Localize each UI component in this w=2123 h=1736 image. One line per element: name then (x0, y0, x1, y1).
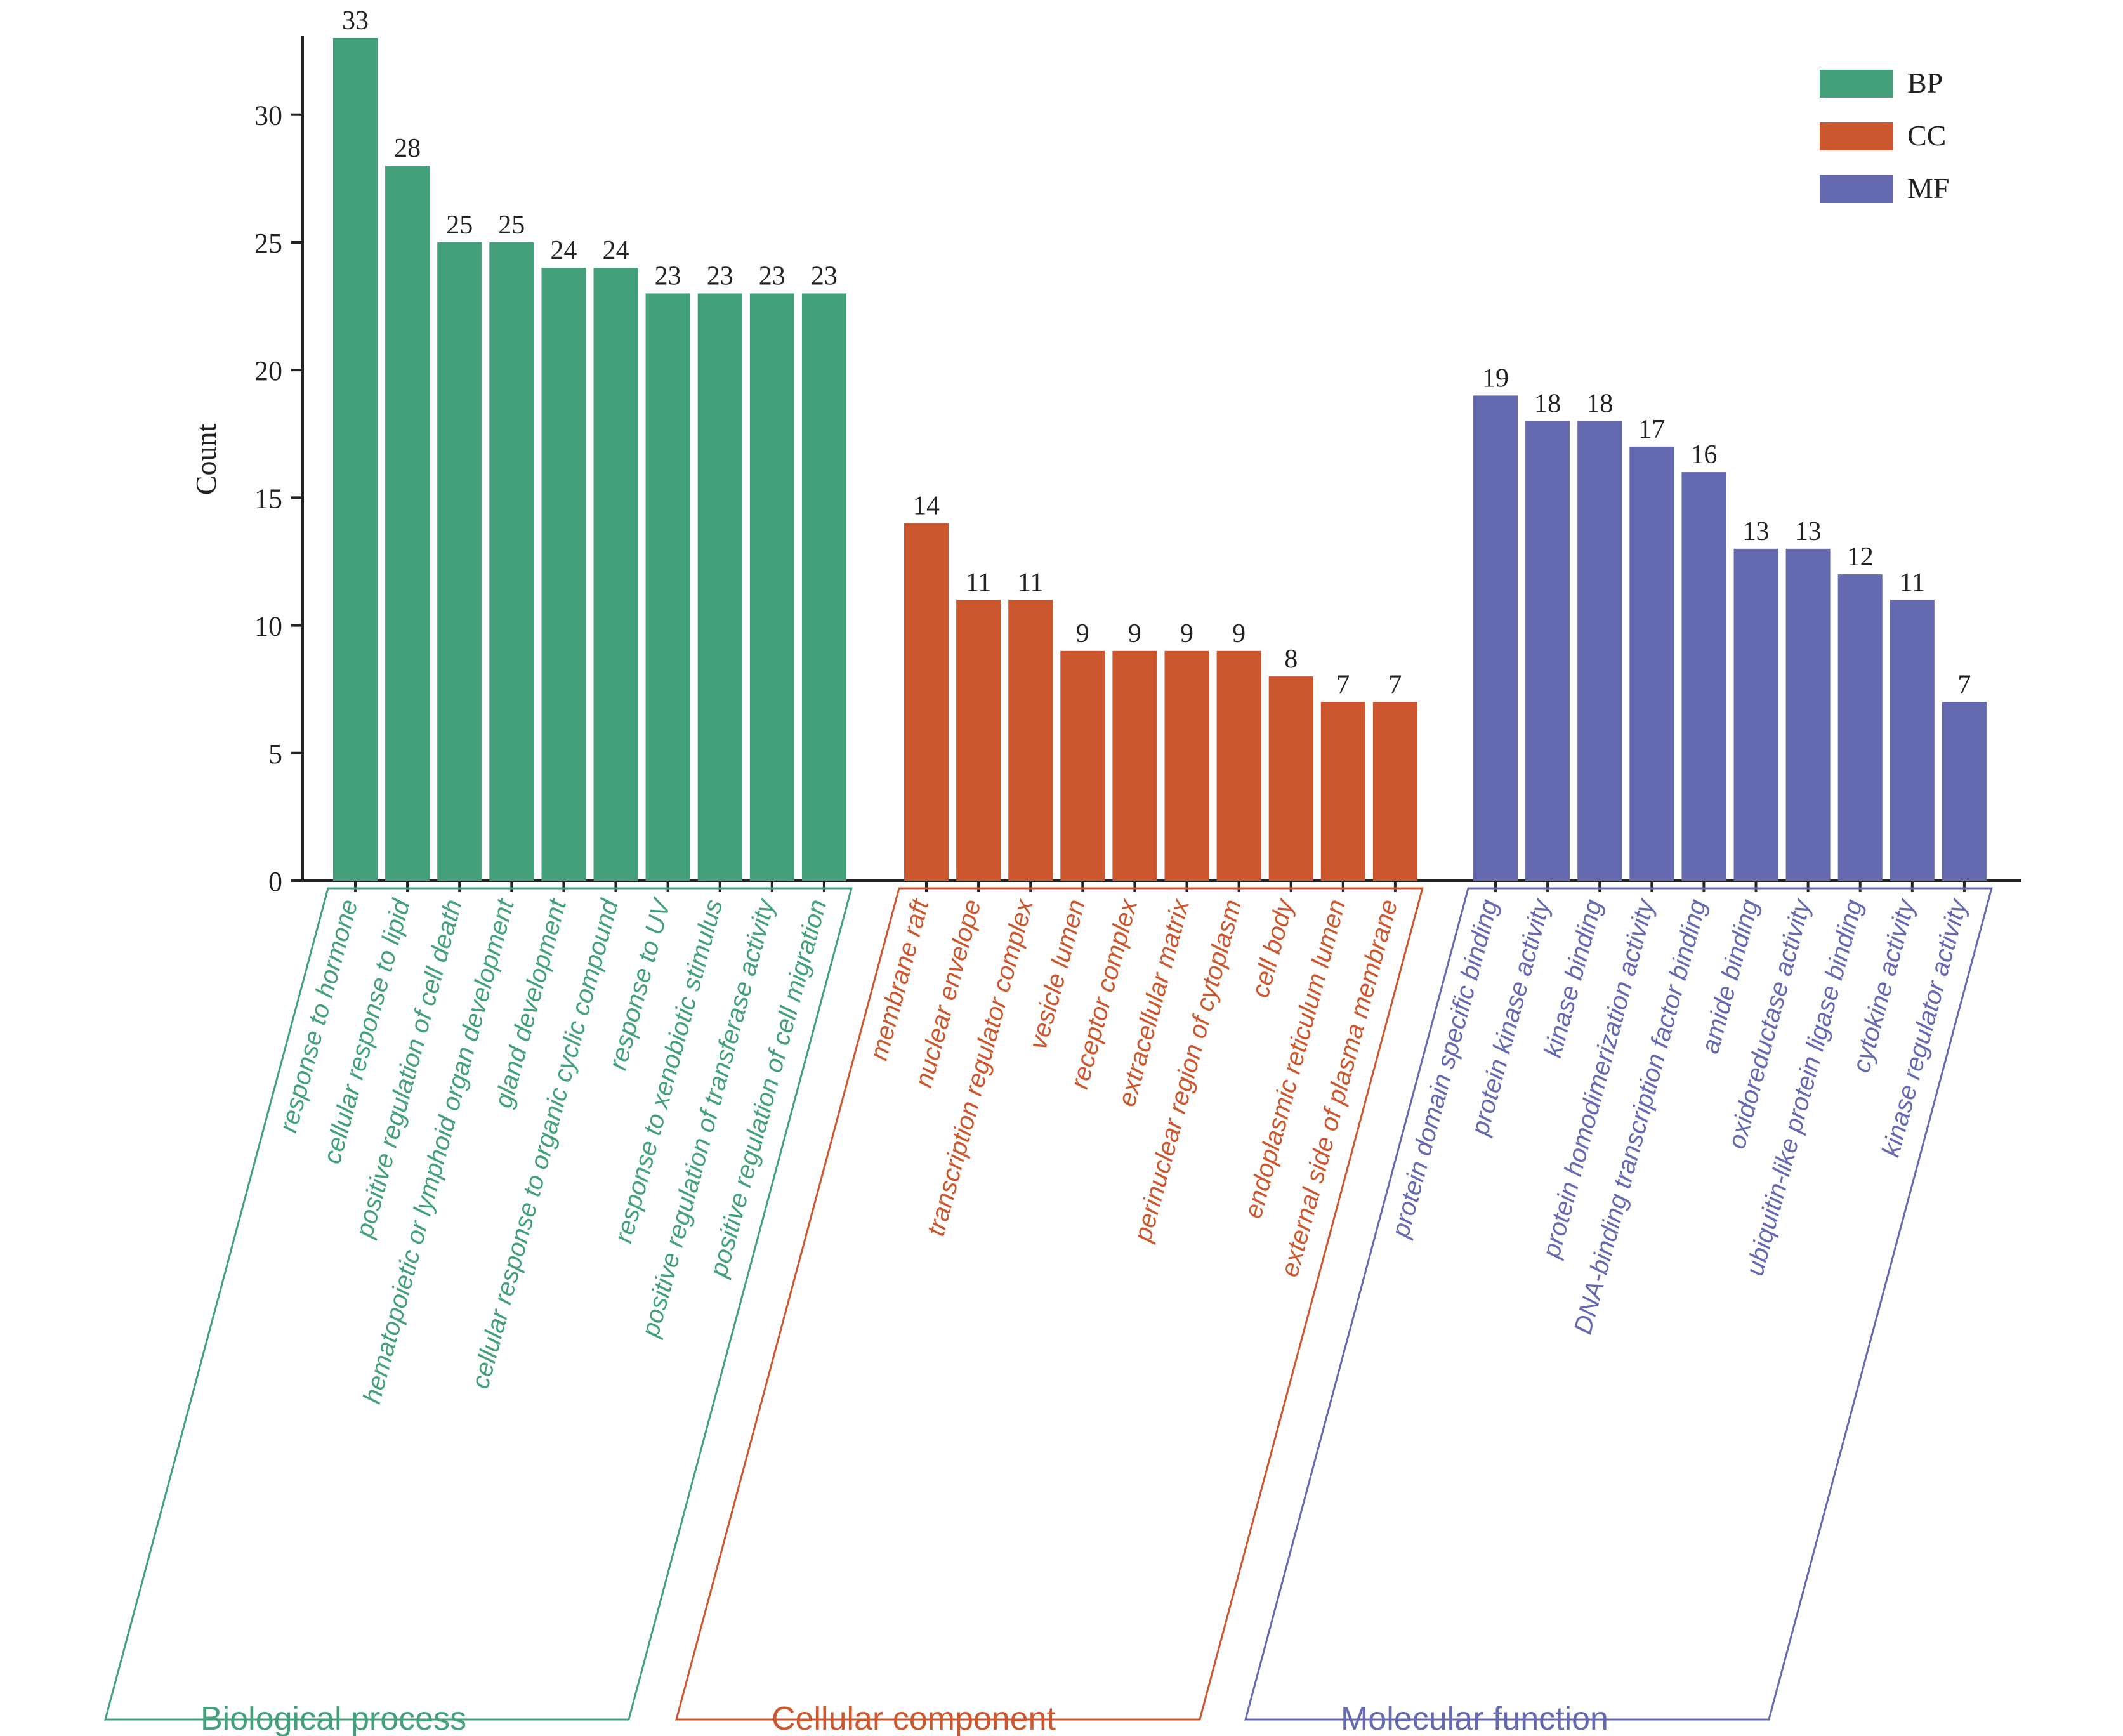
bar-cc (1164, 650, 1209, 881)
bars: 33 28 25 25 24 24 23 23 23 23 14 11 11 9 9 9 9 8 7 7 19 18 18 1… (333, 6, 1987, 881)
data-label: 8 (1284, 645, 1298, 674)
legend-swatch-cc (1820, 122, 1893, 150)
bar-bp (645, 293, 690, 881)
data-label: 24 (550, 236, 577, 265)
bar-mf (1733, 548, 1778, 881)
data-label: 23 (707, 261, 733, 291)
group-bracket-cc (675, 887, 1424, 1721)
legend-swatch-bp (1820, 70, 1893, 98)
data-label: 25 (446, 211, 473, 240)
data-label: 18 (1534, 390, 1561, 419)
data-label: 24 (603, 236, 629, 265)
data-label: 14 (913, 492, 940, 521)
bar-bp (489, 242, 534, 881)
data-label: 25 (498, 211, 525, 240)
bar-bp (385, 166, 430, 881)
bar-cc (1008, 600, 1053, 881)
group-title: Molecular function (1341, 1700, 1608, 1736)
data-label: 7 (1388, 670, 1402, 699)
bar-bp (541, 268, 586, 881)
bar-mf (1785, 548, 1831, 881)
bar-mf (1525, 421, 1570, 881)
bar-cc (1268, 676, 1313, 881)
bar-bp (593, 268, 638, 881)
bar-mf (1577, 421, 1622, 881)
y-tick-label: 20 (254, 355, 282, 386)
data-label: 7 (1957, 670, 1971, 699)
data-label: 9 (1076, 619, 1089, 648)
data-label: 11 (1900, 568, 1925, 597)
bar-mf (1473, 395, 1518, 881)
data-label: 28 (394, 134, 421, 163)
data-label: 23 (811, 261, 838, 291)
data-label: 16 (1690, 440, 1717, 470)
group-brackets: Biological process Cellular component Mole… (104, 887, 1993, 1736)
bar-mf (1629, 446, 1674, 881)
group-title: Biological process (200, 1700, 466, 1736)
group-bracket-mf (1244, 887, 1993, 1721)
data-label: 13 (1795, 517, 1822, 546)
data-label: 17 (1638, 415, 1665, 444)
y-tick-label: 25 (254, 228, 282, 259)
axes: 0 5 10 15 20 25 30 Count (190, 36, 2021, 897)
y-tick-label: 15 (254, 483, 282, 514)
bar-cc (1112, 650, 1157, 881)
legend: BP CC MF (1820, 67, 1949, 204)
bar-mf (1890, 600, 1935, 881)
bar-bp (801, 293, 846, 881)
data-label: 19 (1482, 364, 1509, 393)
y-tick-label: 0 (268, 866, 282, 897)
data-label: 11 (1018, 568, 1043, 597)
bar-bp (333, 38, 378, 881)
bar-mf (1942, 702, 1987, 881)
legend-swatch-mf (1820, 175, 1893, 203)
data-label: 33 (342, 6, 369, 36)
bar-bp (749, 293, 794, 881)
data-label: 13 (1743, 517, 1770, 546)
bar-mf (1837, 574, 1883, 881)
bar-bp (697, 293, 742, 881)
y-tick-label: 10 (254, 611, 282, 642)
data-label: 9 (1128, 619, 1141, 648)
bar-cc (1060, 650, 1105, 881)
legend-label-bp: BP (1907, 67, 1943, 99)
category-label: cell body (1246, 895, 1299, 1001)
bar-cc (1216, 650, 1261, 881)
bar-bp (437, 242, 482, 881)
data-label: 9 (1180, 619, 1193, 648)
legend-label-cc: CC (1907, 119, 1946, 152)
group-title: Cellular component (772, 1700, 1056, 1736)
data-label: 9 (1232, 619, 1246, 648)
y-tick-label: 30 (254, 100, 282, 131)
bar-cc (904, 523, 949, 881)
data-label: 7 (1336, 670, 1350, 699)
data-label: 23 (759, 261, 785, 291)
bar-cc (1372, 702, 1417, 881)
bar-cc (1320, 702, 1365, 881)
bar-mf (1681, 472, 1726, 881)
group-bracket-bp (104, 887, 853, 1721)
bar-cc (956, 600, 1001, 881)
data-label: 12 (1847, 542, 1874, 572)
legend-label-mf: MF (1907, 172, 1949, 204)
data-label: 18 (1586, 390, 1613, 419)
y-tick-label: 5 (268, 739, 282, 770)
y-axis-title: Count (190, 424, 222, 496)
data-label: 23 (655, 261, 681, 291)
data-label: 11 (966, 568, 991, 597)
